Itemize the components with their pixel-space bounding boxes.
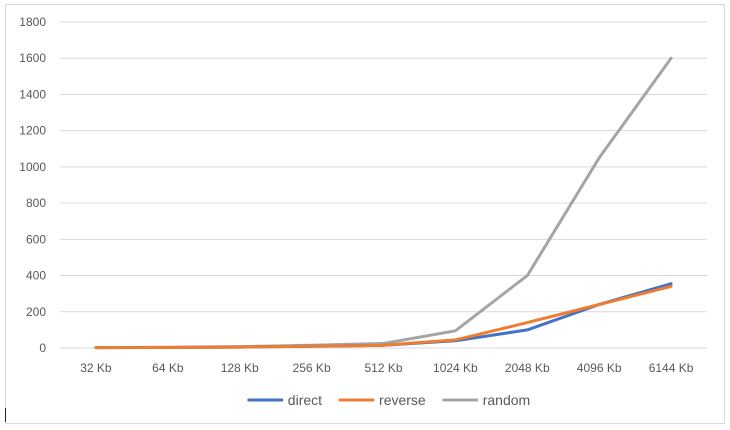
- series-lines: [94, 56, 673, 350]
- y-tick-label: 0: [39, 341, 46, 355]
- y-tick-label: 800: [26, 196, 46, 210]
- y-tick-label: 1400: [19, 87, 46, 101]
- y-tick-label: 1600: [19, 51, 46, 65]
- x-tick-label: 1024 Kb: [433, 361, 478, 375]
- chart-area: [5, 4, 725, 424]
- series-line-direct: [94, 282, 673, 350]
- y-tick-label: 1000: [19, 160, 46, 174]
- x-tick-label: 6144 Kb: [649, 361, 694, 375]
- y-tick-label: 1800: [19, 15, 46, 29]
- legend: direct reverse random: [247, 392, 530, 408]
- y-tick-label: 1200: [19, 124, 46, 138]
- x-tick-label: 2048 Kb: [505, 361, 550, 375]
- x-tick-label: 64 Kb: [152, 361, 184, 375]
- y-axis-ticks: 0 200 400 600 800 1000 1200 1400 1600 1800: [19, 15, 46, 355]
- gridlines: [60, 21, 707, 349]
- legend-label-random: random: [483, 392, 530, 408]
- edge-marker: [5, 408, 6, 422]
- x-tick-label: 256 Kb: [293, 361, 331, 375]
- x-tick-label: 32 Kb: [80, 361, 112, 375]
- y-tick-label: 600: [26, 232, 46, 246]
- series-line-reverse: [94, 284, 673, 350]
- legend-label-direct: direct: [288, 392, 322, 408]
- x-axis-ticks: 32 Kb 64 Kb 128 Kb 256 Kb 512 Kb 1024 Kb 2048 …: [80, 361, 693, 375]
- y-tick-label: 200: [26, 305, 46, 319]
- legend-label-reverse: reverse: [379, 392, 426, 408]
- x-tick-label: 512 Kb: [364, 361, 402, 375]
- y-tick-label: 400: [26, 269, 46, 283]
- x-tick-label: 128 Kb: [221, 361, 259, 375]
- x-tick-label: 4096 Kb: [577, 361, 622, 375]
